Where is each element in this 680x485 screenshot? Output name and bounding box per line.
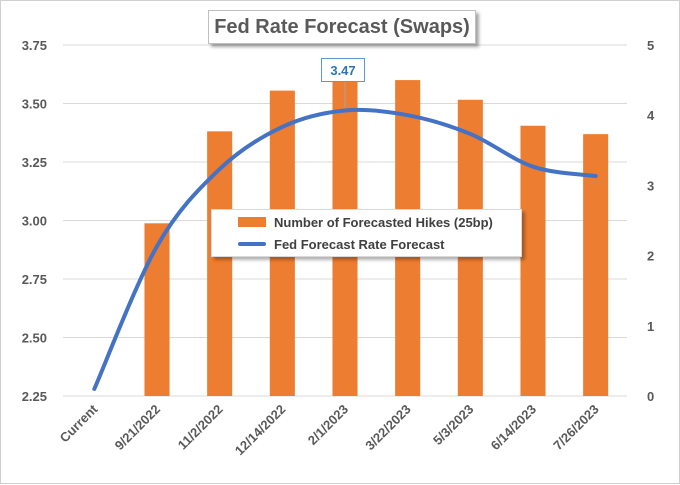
y-left-tick-label: 2.75 bbox=[22, 272, 47, 287]
y-right-tick-label: 1 bbox=[647, 319, 654, 334]
chart-legend: Number of Forecasted Hikes (25bp) Fed Fo… bbox=[211, 209, 522, 257]
x-tick-label: 3/22/2023 bbox=[362, 402, 414, 454]
legend-swatch-line bbox=[238, 242, 266, 246]
line-point bbox=[219, 168, 221, 170]
y-left-tick-label: 2.50 bbox=[22, 331, 47, 346]
line-point bbox=[281, 126, 283, 128]
bar bbox=[144, 223, 170, 396]
y-right-tick-label: 4 bbox=[647, 108, 655, 123]
legend-label: Fed Forecast Rate Forecast bbox=[274, 236, 445, 252]
line-point bbox=[407, 114, 409, 116]
x-tick-label: 2/1/2023 bbox=[305, 402, 351, 448]
y-axis-right: 0 1 2 3 4 5 bbox=[647, 38, 655, 404]
data-label: 3.47 bbox=[330, 62, 356, 78]
y-left-tick-label: 3.00 bbox=[22, 214, 47, 229]
line-point bbox=[469, 133, 471, 135]
x-axis: Current 9/21/2022 11/2/2022 12/14/2022 2/1/2… bbox=[57, 401, 602, 458]
y-right-tick-label: 2 bbox=[647, 249, 654, 264]
x-tick-label: 5/3/2023 bbox=[430, 402, 476, 448]
x-tick-label: Current bbox=[57, 401, 101, 445]
chart-title: Fed Rate Forecast (Swaps) bbox=[214, 15, 470, 38]
y-left-tick-label: 3.25 bbox=[22, 155, 47, 170]
line-point bbox=[595, 175, 597, 177]
legend-item-hikes: Number of Forecasted Hikes (25bp) bbox=[212, 212, 493, 232]
line-point bbox=[344, 110, 346, 112]
y-right-tick-label: 5 bbox=[647, 38, 654, 53]
line-series bbox=[92, 81, 598, 391]
x-tick-label: 12/14/2022 bbox=[232, 402, 289, 459]
legend-swatch-bar bbox=[238, 217, 266, 227]
x-tick-label: 11/2/2022 bbox=[175, 402, 226, 453]
y-right-tick-label: 0 bbox=[647, 389, 654, 404]
y-right-tick-label: 3 bbox=[647, 178, 654, 193]
chart-title-box: Fed Rate Forecast (Swaps) bbox=[208, 10, 476, 44]
data-label-callout: 3.47 bbox=[321, 58, 365, 82]
line-point bbox=[93, 388, 95, 390]
y-axis-left: 2.25 2.50 2.75 3.00 3.25 3.50 3.75 bbox=[22, 38, 47, 404]
line-point bbox=[532, 166, 534, 168]
x-tick-label: 6/14/2023 bbox=[488, 402, 540, 454]
legend-label: Number of Forecasted Hikes (25bp) bbox=[274, 214, 493, 230]
y-left-tick-label: 3.75 bbox=[22, 38, 47, 53]
line-point bbox=[156, 245, 158, 247]
x-tick-label: 9/21/2022 bbox=[112, 402, 164, 454]
y-left-tick-label: 2.25 bbox=[22, 389, 47, 404]
x-tick-label: 7/26/2023 bbox=[550, 402, 602, 454]
legend-item-rate: Fed Forecast Rate Forecast bbox=[212, 234, 445, 254]
y-left-tick-label: 3.50 bbox=[22, 97, 47, 112]
